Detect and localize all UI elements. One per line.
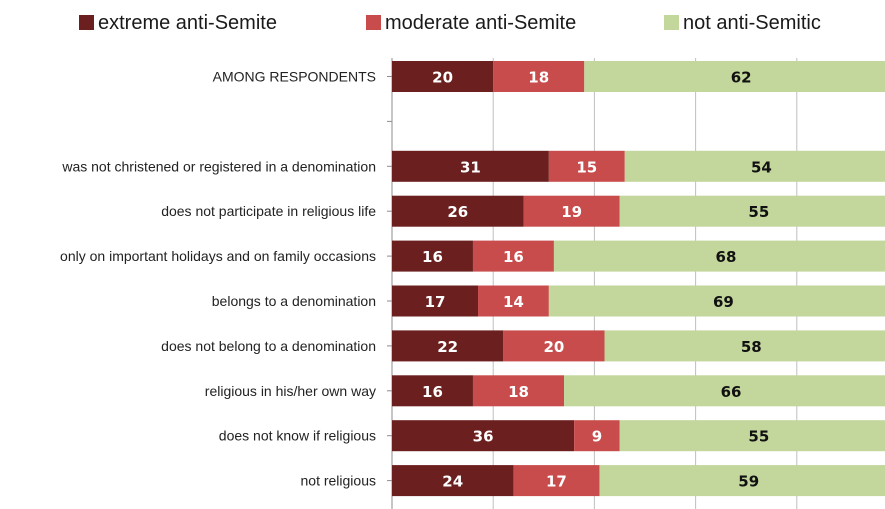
bar-segment [619,195,885,227]
data-label: 20 [432,69,453,87]
legend-label-1: moderate anti-Semite [385,12,576,34]
data-label: 55 [748,203,769,221]
data-label: 15 [576,158,597,176]
data-label: 17 [425,293,446,311]
data-label: 62 [731,69,752,87]
bar-segment [548,285,885,317]
bar-segment [392,465,514,497]
bar-segment [553,240,885,272]
data-label: 14 [503,293,524,311]
bar-segment [564,375,885,407]
data-label: 17 [546,473,567,491]
data-label: 54 [751,158,772,176]
legend: extreme anti-Semite moderate anti-Semite n… [79,12,821,34]
bar-segment [478,285,549,317]
bar-segment [472,240,554,272]
category-label: does not know if religious [219,428,376,444]
data-label: 16 [422,383,443,401]
data-label: 19 [561,203,582,221]
bar-segment [604,330,885,362]
data-label: 59 [738,473,759,491]
data-label: 36 [473,428,494,446]
bar-segment [472,375,565,407]
bar-segment [574,420,620,452]
data-label: 16 [422,248,443,266]
bars: 20 18 62 31 15 54 26 19 55 16 16 68 17 14 69 22 20 58 16 18… [392,61,885,497]
legend-label-0: extreme anti-Semite [98,12,277,34]
data-label: 26 [447,203,468,221]
bar-segment [392,330,504,362]
legend-swatch-1 [366,15,381,30]
data-label: 66 [721,383,742,401]
data-label: 31 [460,158,481,176]
data-label: 18 [528,69,549,87]
data-label: 58 [741,338,762,356]
data-label: 18 [508,383,529,401]
bar-segment [513,465,600,497]
bar-segment [392,150,549,182]
bar-segment [584,61,885,92]
bar-segment [392,285,479,317]
bar-segment [392,375,473,407]
bar-segment [599,465,885,497]
category-labels: AMONG RESPONDENTS was not christened or r… [60,69,376,489]
data-label: 55 [748,428,769,446]
data-label: 24 [442,473,463,491]
data-label: 20 [543,338,564,356]
category-label: does not belong to a denomination [161,338,376,354]
legend-swatch-0 [79,15,94,30]
bar-segment [624,150,885,182]
category-label: AMONG RESPONDENTS [213,69,376,85]
category-label: religious in his/her own way [205,383,376,399]
data-label: 68 [716,248,737,266]
bar-segment [503,330,605,362]
bar-segment [493,61,585,92]
bar-segment [392,240,473,272]
data-label: 22 [437,338,458,356]
bar-segment [548,150,625,182]
bar-segment [392,195,524,227]
bar-segment [619,420,885,452]
bar-segment [523,195,620,227]
bar-segment [392,61,494,92]
data-label: 9 [592,428,602,446]
legend-swatch-2 [664,15,679,30]
category-label: only on important holidays and on family… [60,248,376,264]
data-label: 16 [503,248,524,266]
category-label: does not participate in religious life [161,203,376,219]
category-label: not religious [301,473,377,489]
data-label: 69 [713,293,734,311]
bar-segment [392,420,575,452]
legend-label-2: not anti-Semitic [683,12,821,34]
category-label: belongs to a denomination [212,293,376,309]
category-label: was not christened or registered in a de… [61,158,376,174]
